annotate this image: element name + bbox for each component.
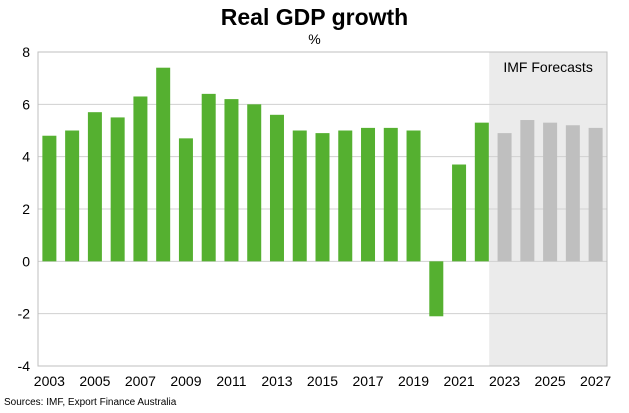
data-bar — [87, 112, 102, 262]
x-tick-label: 2009 — [170, 373, 201, 389]
x-tick-label: 2011 — [216, 373, 246, 389]
data-bar — [452, 164, 467, 262]
forecast-bar — [588, 127, 603, 262]
x-tick-label: 2007 — [125, 373, 156, 389]
forecast-bar — [565, 125, 580, 262]
chart-unit: % — [308, 31, 321, 47]
y-tick-label: 0 — [22, 253, 30, 269]
x-tick-label: 2013 — [261, 373, 292, 389]
data-bar — [361, 127, 376, 262]
x-tick-label: 2015 — [307, 373, 338, 389]
forecast-bar — [543, 122, 558, 262]
data-bar — [65, 130, 80, 262]
forecast-bar — [520, 120, 535, 262]
y-tick-label: 2 — [22, 201, 30, 217]
data-bar — [383, 127, 398, 262]
data-bar — [201, 93, 216, 262]
data-bar — [474, 122, 489, 262]
data-bar — [42, 135, 57, 262]
data-bar — [315, 133, 330, 262]
chart-title: Real GDP growth — [220, 4, 409, 30]
y-tick-label: 6 — [22, 96, 30, 112]
data-bar — [292, 130, 307, 262]
forecast-bar — [497, 133, 512, 262]
y-tick-label: 4 — [22, 149, 30, 165]
x-tick-label: 2005 — [79, 373, 110, 389]
y-tick-label: 8 — [22, 44, 30, 60]
y-tick-label: -4 — [18, 358, 31, 374]
x-tick-label: 2021 — [443, 373, 474, 389]
data-bar — [247, 104, 262, 262]
x-tick-label: 2019 — [398, 373, 429, 389]
forecast-label: IMF Forecasts — [503, 59, 592, 75]
data-bar — [406, 130, 421, 262]
x-tick-label: 2027 — [580, 373, 611, 389]
x-tick-label: 2017 — [352, 373, 383, 389]
plot-frame — [37, 51, 608, 367]
data-bar — [133, 96, 148, 262]
x-tick-label: 2023 — [489, 373, 520, 389]
data-bar — [156, 67, 171, 262]
data-bar — [178, 138, 193, 262]
y-tick-label: -2 — [18, 306, 31, 322]
data-bar — [110, 117, 125, 262]
x-tick-label: 2003 — [34, 373, 65, 389]
data-bar — [429, 261, 444, 317]
data-bar — [224, 99, 239, 262]
chart-source: Sources: IMF, Export Finance Australia — [4, 397, 177, 408]
data-bar — [269, 114, 284, 262]
data-bar — [338, 130, 353, 262]
x-tick-label: 2025 — [535, 373, 566, 389]
